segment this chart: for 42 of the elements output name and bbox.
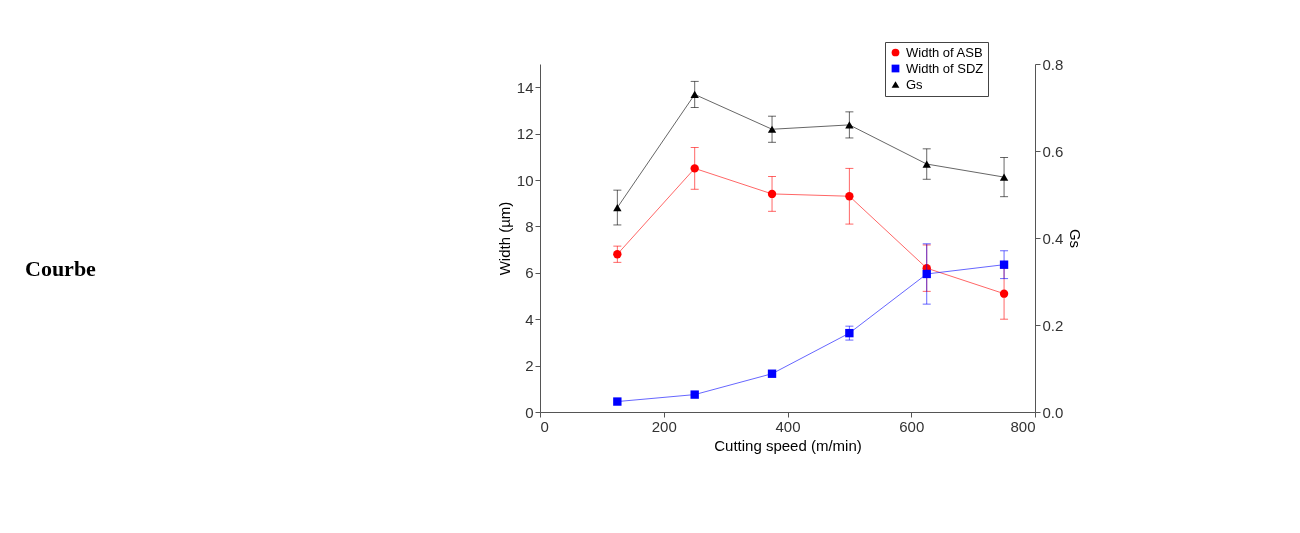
y2-tick-label: 0.2 <box>1042 316 1064 334</box>
point <box>690 90 699 99</box>
y-tick-label: 12 <box>516 125 534 143</box>
point <box>613 397 622 406</box>
y-tick-label: 8 <box>525 217 534 235</box>
point <box>999 260 1009 269</box>
y2-tick-label: 0.4 <box>1042 229 1064 247</box>
point <box>613 203 622 212</box>
x-axis-title: Cutting speed (m/min) <box>714 436 862 454</box>
point <box>922 160 931 168</box>
point <box>767 369 777 378</box>
x-tick-label: 600 <box>899 417 925 435</box>
y-tick-label: 10 <box>516 171 534 189</box>
x-tick-label: 0 <box>540 417 549 435</box>
text: Courbe <box>25 256 97 281</box>
x-tick-label: 400 <box>775 417 801 435</box>
point <box>767 125 777 133</box>
point <box>999 173 1009 181</box>
point <box>922 269 931 279</box>
point <box>845 328 854 338</box>
point <box>613 250 622 259</box>
y2-tick-label: 0.0 <box>1042 403 1064 421</box>
y-tick-label: 6 <box>525 264 534 282</box>
x-tick-label: 800 <box>1010 417 1036 435</box>
legend-label: Gs <box>906 76 924 92</box>
point <box>690 390 699 399</box>
y-tick-label: 0 <box>525 403 534 421</box>
y-tick-label: 4 <box>525 310 534 328</box>
y-tick-label: 14 <box>516 78 534 96</box>
legend-label: Width of ASB <box>906 44 983 60</box>
y-axis-title: Width (µm) <box>495 201 513 276</box>
y-tick-label: 2 <box>525 357 534 375</box>
x-tick-label: 200 <box>651 417 677 435</box>
point <box>845 192 854 201</box>
y2-axis-title: Gs <box>1067 228 1085 249</box>
point <box>845 121 854 129</box>
point <box>999 289 1009 298</box>
y2-tick-label: 0.6 <box>1042 142 1064 160</box>
legend-label: Width of SDZ <box>906 60 984 76</box>
point <box>690 164 699 173</box>
point <box>767 189 777 199</box>
y2-tick-label: 0.8 <box>1042 55 1064 73</box>
